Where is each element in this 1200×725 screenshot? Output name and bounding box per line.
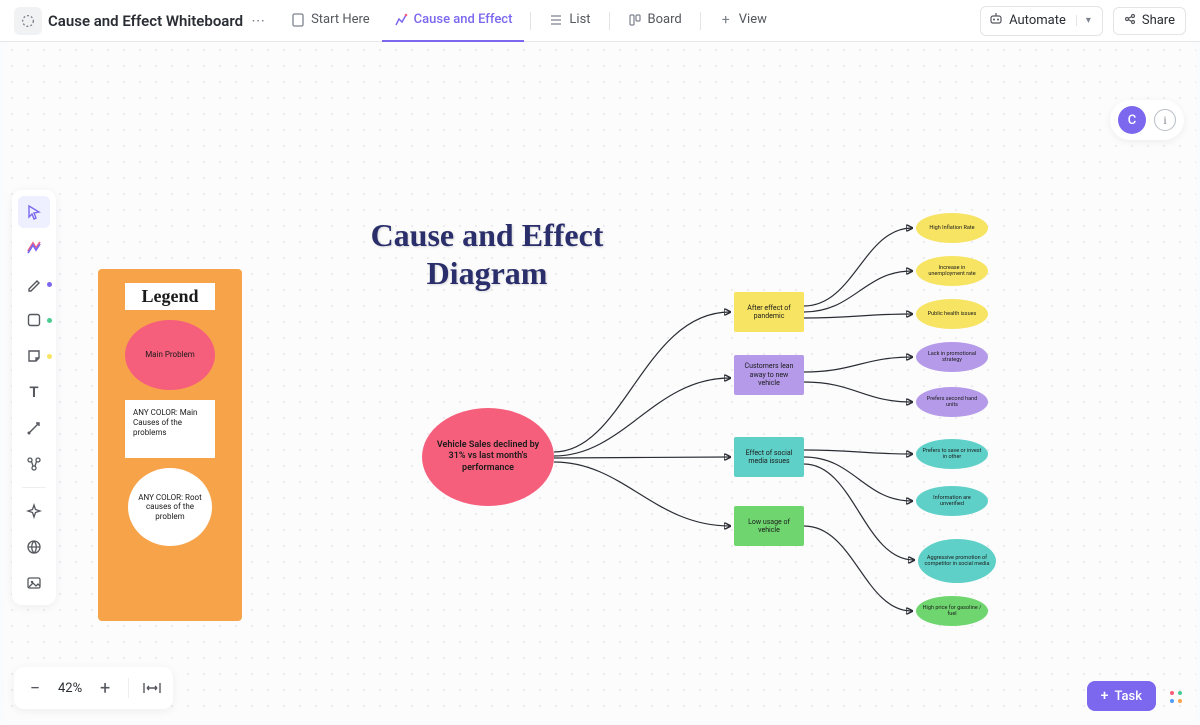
chevron-down-icon[interactable]: ▾: [1076, 15, 1094, 26]
cause-node[interactable]: Low usage of vehicle: [734, 506, 804, 546]
tab-label: Board: [648, 12, 682, 27]
zoom-out-button[interactable]: −: [20, 673, 50, 703]
task-button[interactable]: + Task: [1087, 681, 1156, 711]
plus-icon: +: [1101, 688, 1109, 704]
zoom-value[interactable]: 42%: [54, 681, 86, 696]
effect-node[interactable]: Information are unverified: [916, 486, 988, 516]
effect-node[interactable]: Prefers to save or invest in other: [916, 439, 988, 469]
view-tabs: Start Here Cause and Effect List Board +…: [279, 0, 779, 42]
share-icon: [1124, 13, 1136, 29]
sticky-tool[interactable]: [18, 340, 50, 372]
effect-node[interactable]: Prefers second hand units: [916, 387, 988, 417]
zoom-control: − 42% +: [14, 667, 173, 709]
robot-icon: [989, 12, 1003, 30]
connector-tool[interactable]: [18, 412, 50, 444]
effect-node[interactable]: High Inflation Rate: [916, 213, 988, 243]
whiteboard-icon: [394, 13, 408, 27]
ai-tool[interactable]: [18, 495, 50, 527]
user-avatar[interactable]: C: [1118, 106, 1146, 134]
text-tool[interactable]: T: [18, 376, 50, 408]
list-icon: [549, 13, 563, 27]
main-problem-node[interactable]: Vehicle Sales declined by 31% vs last mo…: [422, 408, 554, 506]
separator: [530, 12, 531, 30]
share-button[interactable]: Share: [1113, 7, 1186, 35]
apps-button[interactable]: [1162, 683, 1190, 711]
effect-node[interactable]: Increase in unemployment rate: [916, 256, 988, 286]
separator: [128, 678, 129, 698]
legend-main-causes: ANY COLOR: Main Causes of the problems: [125, 400, 215, 458]
task-label: Task: [1114, 689, 1142, 704]
shape-tool[interactable]: [18, 304, 50, 336]
cause-node[interactable]: After effect of pandemic: [734, 292, 804, 332]
whiteboard-canvas[interactable]: Legend Main Problem ANY COLOR: Main Caus…: [4, 42, 1196, 721]
legend-title: Legend: [125, 283, 214, 310]
pointer-tool[interactable]: [18, 196, 50, 228]
top-right: Automate ▾ Share: [980, 6, 1186, 36]
image-tool[interactable]: [18, 567, 50, 599]
tab-board[interactable]: Board: [616, 0, 694, 42]
relation-tool[interactable]: [18, 448, 50, 480]
tab-list[interactable]: List: [537, 0, 602, 42]
tab-cause-and-effect[interactable]: Cause and Effect: [382, 0, 525, 42]
separator: [700, 12, 701, 30]
tab-label: List: [569, 12, 590, 27]
automate-button[interactable]: Automate ▾: [980, 6, 1103, 36]
legend-card[interactable]: Legend Main Problem ANY COLOR: Main Caus…: [98, 269, 242, 621]
tab-label: View: [739, 12, 767, 27]
effect-node[interactable]: High price for gasoline / fuel: [916, 596, 988, 626]
cause-node[interactable]: Customers lean away to new vehicle: [734, 355, 804, 395]
info-icon[interactable]: i: [1154, 109, 1176, 131]
doc-icon[interactable]: [14, 7, 42, 35]
effect-node[interactable]: Aggressive promotion of competitor in so…: [918, 539, 996, 583]
board-title[interactable]: Cause and Effect Whiteboard: [48, 12, 243, 30]
tab-add-view[interactable]: + View: [707, 0, 779, 42]
web-tool[interactable]: [18, 531, 50, 563]
tab-start-here[interactable]: Start Here: [279, 0, 382, 42]
legend-root-causes: ANY COLOR: Root causes of the problem: [128, 468, 212, 546]
title-more-icon[interactable]: ⋯: [249, 13, 267, 29]
plus-icon: +: [719, 13, 733, 27]
board-icon: [628, 13, 642, 27]
effect-node[interactable]: Public health issues: [916, 299, 988, 329]
top-bar: Cause and Effect Whiteboard ⋯ Start Here…: [0, 0, 1200, 42]
zoom-in-button[interactable]: +: [90, 673, 120, 703]
tab-label: Cause and Effect: [414, 12, 513, 27]
legend-main-problem: Main Problem: [125, 320, 215, 390]
cause-node[interactable]: Effect of social media issues: [734, 437, 804, 477]
doc-small-icon: [291, 13, 305, 27]
tab-label: Start Here: [311, 12, 370, 27]
automate-label: Automate: [1009, 13, 1066, 28]
left-toolbar: T: [12, 190, 56, 605]
pen-tool[interactable]: [18, 268, 50, 300]
separator: [609, 12, 610, 30]
canvas-toolbar-top-right: C i: [1110, 100, 1184, 140]
toolbar-separator: [22, 487, 46, 488]
diagram-title[interactable]: Cause and Effect Diagram: [342, 216, 632, 293]
generate-tool[interactable]: [18, 232, 50, 264]
effect-node[interactable]: Lack in promotional strategy: [916, 342, 988, 372]
fit-width-button[interactable]: [137, 673, 167, 703]
share-label: Share: [1142, 13, 1175, 28]
